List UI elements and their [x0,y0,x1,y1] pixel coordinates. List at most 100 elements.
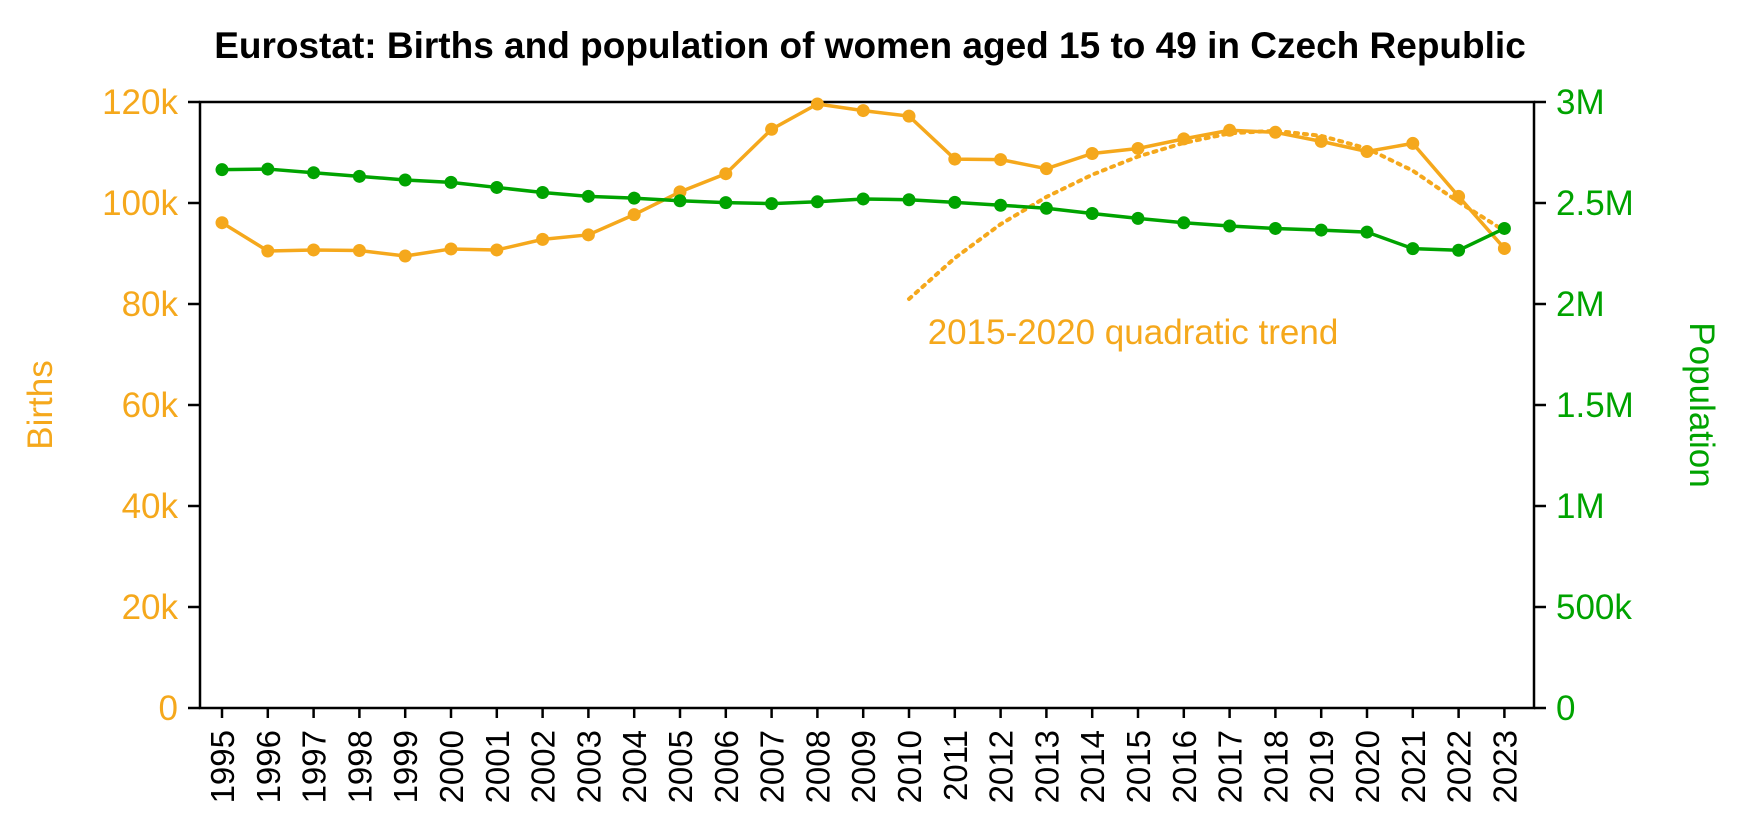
data-point-population [1223,219,1237,233]
data-point-births [307,243,321,257]
data-point-population [444,175,458,189]
x-tick-label: 2000 [433,730,470,803]
data-point-births [1360,144,1374,158]
x-tick-label: 2022 [1441,730,1478,803]
data-point-population [261,162,275,176]
data-point-population [1268,221,1282,235]
y-tick-label-right: 3M [1556,83,1605,122]
data-point-population [1314,223,1328,237]
x-tick-label: 2008 [799,730,836,803]
data-point-population [490,180,504,194]
data-point-births [1223,123,1237,137]
data-point-population [948,195,962,209]
data-point-population [1131,211,1145,225]
x-tick-label: 2021 [1395,730,1432,803]
series-population [215,162,1511,257]
data-point-population [307,166,321,180]
data-point-births [1497,241,1511,255]
data-point-births [1452,189,1466,203]
x-tick-label: 2012 [983,730,1020,803]
data-point-births [673,185,687,199]
data-point-population [1039,201,1053,215]
y-tick-label-right: 500k [1556,588,1632,627]
y-tick-label-right: 2.5M [1556,184,1634,223]
data-point-population [902,193,916,207]
x-tick-label: 2004 [616,730,653,803]
data-point-population [1085,207,1099,221]
y-axis-label-left: Births [21,360,60,449]
x-tick-label: 2015 [1120,730,1157,803]
right-axis: 0 500k 1M 1.5M 2M 2.5M 3M [1534,83,1634,728]
x-tick-label: 2001 [479,730,516,803]
data-point-births [536,232,550,246]
x-tick-label: 1999 [387,730,424,803]
data-point-births [765,122,779,136]
data-point-population [1406,242,1420,256]
data-point-population [765,197,779,211]
data-point-births [719,167,733,181]
x-tick-label: 2010 [891,730,928,803]
data-point-population [1360,225,1374,239]
x-tick-label: 2017 [1212,730,1249,803]
x-tick-label: 1995 [204,730,241,803]
y-tick-label-right: 0 [1556,689,1575,728]
data-point-births [398,249,412,263]
x-tick-label: 2023 [1486,730,1523,803]
data-series [215,97,1511,263]
data-point-births [581,228,595,242]
chart-title: Eurostat: Births and population of women… [214,25,1526,66]
data-point-population [1497,221,1511,235]
y-tick-label-left: 40k [122,487,179,526]
series-line-population [221,167,1506,253]
data-point-births [627,208,641,222]
data-point-births [444,242,458,256]
data-point-births [1085,147,1099,161]
x-tick-label: 2005 [662,730,699,803]
x-tick-label: 2019 [1303,730,1340,803]
x-tick-label: 2006 [708,730,745,803]
y-tick-label-right: 1M [1556,487,1605,526]
data-point-population [856,192,870,206]
y-tick-label-left: 80k [122,285,179,324]
data-point-births [810,97,824,111]
trend-annotation: 2015-2020 quadratic trend [928,313,1339,352]
data-point-population [673,194,687,208]
data-point-births [215,216,229,230]
x-tick-label: 2011 [937,730,974,801]
y-tick-label-right: 2M [1556,285,1605,324]
data-point-births [1039,162,1053,176]
data-point-births [902,109,916,123]
x-tick-label: 2016 [1166,730,1203,803]
y-tick-label-left: 20k [122,588,179,627]
x-tick-label: 2009 [845,730,882,803]
plot-frame [198,100,1536,710]
data-point-births [352,243,366,257]
data-point-births [856,104,870,118]
x-tick-label: 2020 [1349,730,1386,803]
y-tick-label-left: 0 [159,689,178,728]
data-point-births [948,152,962,166]
data-point-births [261,244,275,258]
x-tick-label: 2013 [1028,730,1065,803]
y-axis-label-right: Population [1682,322,1721,487]
data-point-population [398,173,412,187]
data-point-population [215,163,229,177]
data-point-population [581,189,595,203]
y-tick-label-left: 120k [102,83,178,122]
x-tick-label: 2002 [525,730,562,803]
x-tick-label: 2003 [570,730,607,803]
data-point-births [1314,134,1328,148]
left-axis: 0 20k 40k 60k 80k 100k 120k [102,83,200,728]
x-axis: 1995 1996 1997 1998 1999 2000 2001 2002 2003 2004… [204,708,1523,803]
y-tick-label-right: 1.5M [1556,386,1634,425]
data-point-births [1268,125,1282,139]
x-tick-label: 2014 [1074,730,1111,803]
data-point-births [1177,132,1191,146]
x-tick-label: 1998 [341,730,378,803]
series-births [215,97,1511,263]
y-tick-label-left: 60k [122,386,179,425]
x-tick-label: 2007 [754,730,791,803]
x-tick-label: 1997 [296,730,333,803]
data-point-births [490,243,504,257]
